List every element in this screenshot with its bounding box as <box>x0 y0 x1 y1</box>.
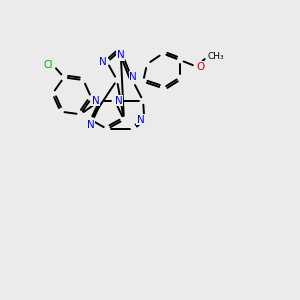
Text: N: N <box>117 50 124 60</box>
Text: N: N <box>87 120 94 130</box>
Text: N: N <box>129 72 137 82</box>
Text: N: N <box>92 96 100 106</box>
Text: Cl: Cl <box>44 60 53 70</box>
Text: N: N <box>99 57 107 67</box>
Text: CH₃: CH₃ <box>208 52 224 61</box>
Text: N: N <box>115 96 123 106</box>
Text: O: O <box>196 61 205 72</box>
Text: N: N <box>136 115 144 125</box>
